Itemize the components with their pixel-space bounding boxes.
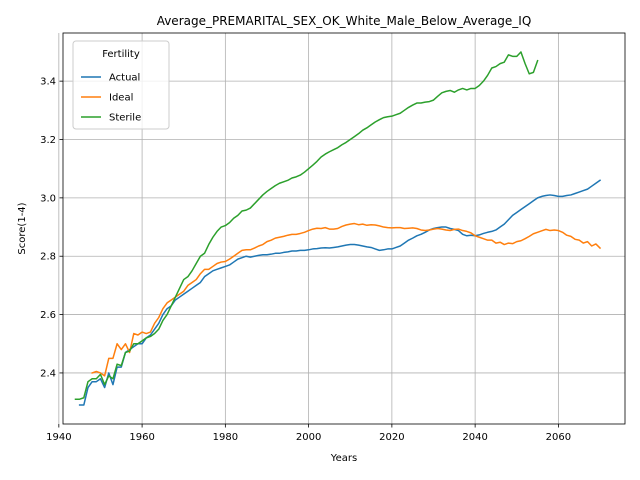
x-axis-label: Years	[330, 453, 357, 464]
x-tick-label: 1940	[46, 432, 71, 443]
plot-series	[74, 51, 602, 406]
series-line-actual	[78, 179, 602, 406]
series-line-ideal	[91, 222, 602, 377]
series-line-sterile	[74, 51, 539, 400]
plot-frame	[62, 32, 626, 425]
y-tick-label: 2.8	[40, 252, 56, 263]
legend-label-actual: Actual	[109, 73, 140, 84]
x-axis-ticks: 1940 1960 1980 2000 2020 2040 2060	[46, 424, 571, 443]
y-tick-label: 3.4	[40, 77, 56, 88]
x-tick-label: 2060	[546, 432, 571, 443]
x-tick-label: 1960	[129, 432, 154, 443]
legend: Fertility Actual Ideal Sterile	[72, 40, 170, 130]
grid	[58, 33, 625, 424]
legend-label-sterile: Sterile	[109, 113, 141, 124]
x-tick-label: 2020	[379, 432, 404, 443]
x-tick-label: 1980	[213, 432, 238, 443]
x-tick-label: 2040	[462, 432, 487, 443]
legend-box	[72, 40, 170, 130]
y-tick-label: 2.4	[40, 368, 56, 379]
y-axis-label: Score(1-4)	[17, 202, 28, 254]
y-tick-label: 3.2	[40, 135, 56, 146]
y-tick-label: 2.6	[40, 310, 56, 321]
legend-label-ideal: Ideal	[109, 93, 133, 104]
y-tick-label: 3.0	[40, 193, 56, 204]
legend-title: Fertility	[102, 49, 140, 60]
x-tick-label: 2000	[296, 432, 321, 443]
chart-title: Average_PREMARITAL_SEX_OK_White_Male_Bel…	[157, 14, 532, 28]
y-axis-ticks: 2.4 2.6 2.8 3.0 3.2 3.4	[40, 77, 63, 379]
legend-items: Actual Ideal Sterile	[81, 73, 141, 124]
